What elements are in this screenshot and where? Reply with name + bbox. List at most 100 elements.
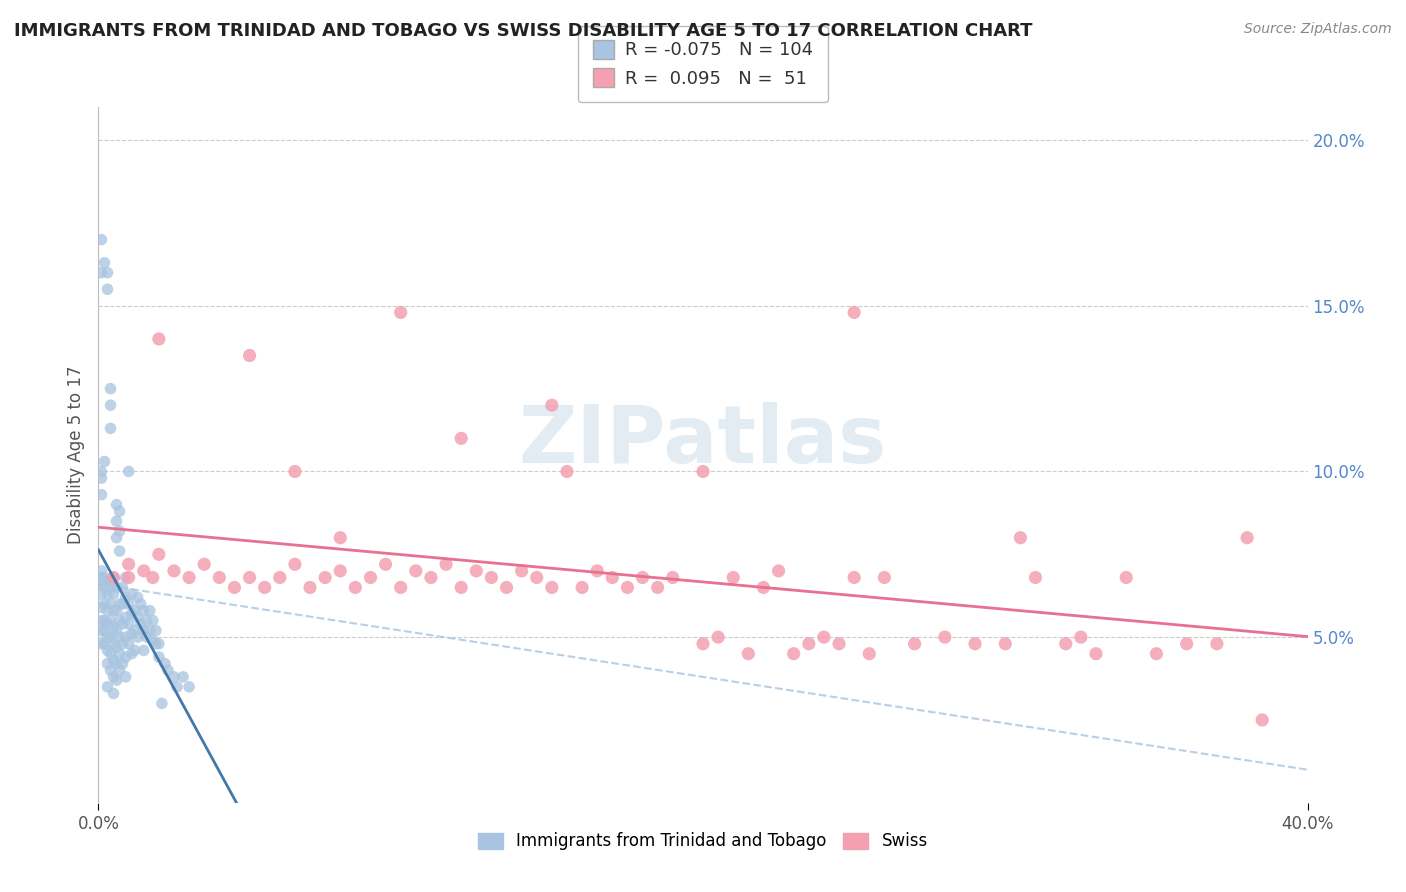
Point [723,570,745,584]
Point [692,637,714,651]
Point [90,488,112,502]
Point [105,514,128,528]
Point [90,614,112,628]
Point [96,587,118,601]
Point [965,637,987,651]
Point [692,465,714,479]
Point [90,577,112,591]
Point [344,581,367,595]
Point [103,570,125,584]
Point [105,640,128,654]
Point [105,673,128,688]
Point [100,581,122,595]
Point [329,531,352,545]
Text: Source: ZipAtlas.com: Source: ZipAtlas.com [1244,22,1392,37]
Point [111,657,134,671]
Point [284,558,307,572]
Point [96,604,118,618]
Point [148,650,170,665]
Point [179,570,201,584]
Point [114,591,136,605]
Point [135,630,157,644]
Point [934,630,956,644]
Point [1251,713,1274,727]
Point [526,570,548,584]
Point [108,647,131,661]
Point [132,604,155,618]
Point [127,591,149,605]
Point [108,597,131,611]
Point [90,637,112,651]
Point [121,587,143,601]
Y-axis label: Disability Age 5 to 17: Disability Age 5 to 17 [66,366,84,544]
Point [90,624,112,638]
Point [100,614,122,628]
Point [93,614,115,628]
Point [108,544,131,558]
Point [103,620,125,634]
Point [118,637,141,651]
Point [100,630,122,644]
Point [103,670,125,684]
Point [602,570,624,584]
Point [389,305,412,319]
Point [420,570,443,584]
Point [269,570,291,584]
Point [121,627,143,641]
Point [127,630,149,644]
Point [1024,570,1046,584]
Point [145,637,167,651]
Point [118,465,141,479]
Point [465,564,488,578]
Point [103,570,125,584]
Point [103,686,125,700]
Point [374,558,396,572]
Point [90,564,112,578]
Point [1070,630,1092,644]
Point [510,564,533,578]
Point [481,570,503,584]
Point [111,581,134,595]
Point [124,643,146,657]
Point [616,581,638,595]
Legend: Immigrants from Trinidad and Tobago, Swiss: Immigrants from Trinidad and Tobago, Swi… [471,826,935,857]
Point [118,558,141,572]
Point [103,587,125,601]
Point [114,610,136,624]
Point [1115,570,1137,584]
Point [96,616,118,631]
Point [105,624,128,638]
Point [1175,637,1198,651]
Point [571,581,593,595]
Point [153,657,176,671]
Point [495,581,517,595]
Point [114,630,136,644]
Point [253,581,276,595]
Point [389,581,412,595]
Point [96,282,118,296]
Point [752,581,775,595]
Point [314,570,336,584]
Point [105,657,128,671]
Point [96,657,118,671]
Point [100,597,122,611]
Point [96,266,118,280]
Point [163,564,186,578]
Point [873,570,896,584]
Point [707,630,730,644]
Point [166,680,188,694]
Point [994,637,1017,651]
Point [90,570,112,584]
Point [90,266,112,280]
Point [103,637,125,651]
Point [93,637,115,651]
Point [783,647,806,661]
Point [124,604,146,618]
Point [586,564,609,578]
Point [284,465,307,479]
Point [100,663,122,677]
Point [239,570,262,584]
Point [121,607,143,621]
Point [111,637,134,651]
Point [450,431,472,445]
